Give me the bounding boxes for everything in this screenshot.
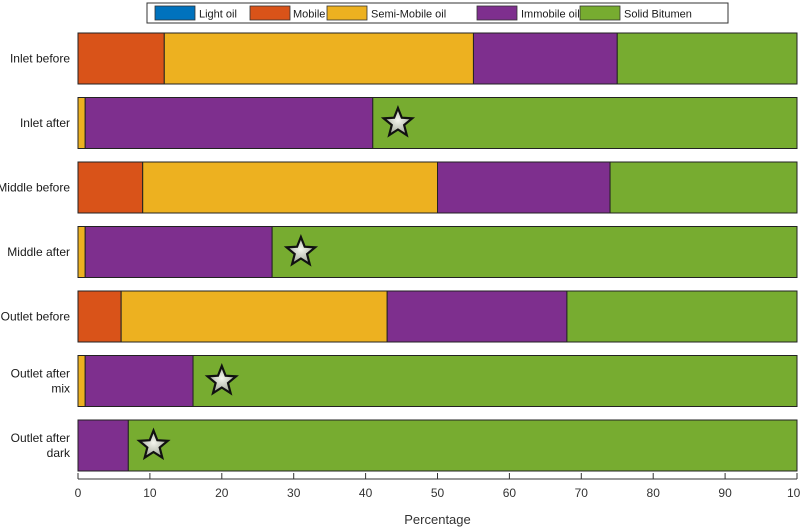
bar-segment: [386, 290, 568, 343]
category-labels-group: Inlet before Inlet after Middle before Midd…: [0, 52, 71, 461]
legend-swatch: [579, 5, 621, 21]
x-tick-label: 40: [359, 486, 373, 500]
legend-swatch: [326, 5, 368, 21]
bar-segment: [120, 290, 388, 343]
bars-group: [77, 32, 798, 472]
bar-segment: [77, 97, 86, 149]
category-label: Middle before: [0, 181, 70, 195]
bar-segment: [127, 419, 798, 472]
category-label: Inlet before: [10, 52, 70, 66]
bar-segment: [616, 32, 798, 85]
category-label: Outlet after: [11, 367, 70, 381]
bar-segment: [84, 226, 273, 278]
bar-segment: [437, 161, 611, 214]
x-tick-label: 0: [75, 486, 82, 500]
category-label: Middle after: [7, 245, 70, 259]
bar-segment: [84, 97, 374, 149]
bar-segment: [372, 97, 798, 149]
star-marker: [204, 362, 239, 396]
bar-segment: [77, 355, 86, 407]
star-marker: [283, 233, 319, 267]
category-label: Outlet before: [1, 310, 71, 324]
x-tick-label: 100: [787, 486, 800, 500]
x-tick-label: 60: [503, 486, 517, 500]
x-tick-label: 20: [215, 486, 229, 500]
bar-segment: [271, 226, 798, 278]
x-tick-label: 80: [647, 486, 661, 500]
bar-segment: [77, 419, 129, 472]
x-tick-label: 10: [143, 486, 157, 500]
legend-label: Immobile oil: [521, 9, 580, 21]
bar-segment: [566, 290, 798, 343]
bar-segment: [163, 32, 474, 85]
x-tick-label: 30: [287, 486, 301, 500]
bar-segment: [77, 290, 122, 343]
x-axis: 0 10 20 30 40 50 60 70 80 90 100: [75, 473, 800, 500]
star-marker: [136, 427, 171, 461]
bar-segment: [472, 32, 618, 85]
bar-segment: [142, 161, 439, 214]
bar-segment: [609, 161, 798, 214]
category-label: Inlet after: [20, 116, 70, 130]
legend-label: Solid Bitumen: [624, 9, 692, 21]
legend-label: Light oil: [199, 9, 237, 21]
bar-segment: [77, 226, 86, 278]
legend: Light oil Mobile Oil Semi-Mobile oil Immobi…: [146, 2, 729, 24]
legend-swatch: [154, 5, 196, 21]
legend-swatch: [476, 5, 518, 21]
legend-label: Semi-Mobile oil: [371, 9, 446, 21]
x-tick-label: 50: [431, 486, 445, 500]
category-label: Outlet after: [11, 431, 70, 445]
x-tick-label: 70: [575, 486, 589, 500]
x-tick-label: 90: [718, 486, 732, 500]
bar-segment: [84, 355, 194, 407]
x-axis-title: Percentage: [404, 512, 471, 527]
bar-segment: [77, 32, 165, 85]
bar-segment: [192, 355, 798, 407]
legend-swatch: [249, 5, 291, 21]
category-label: dark: [47, 446, 71, 460]
bar-segment: [77, 161, 144, 214]
star-marker: [380, 104, 416, 138]
category-label: mix: [51, 382, 70, 396]
star-markers-group: [136, 104, 416, 461]
